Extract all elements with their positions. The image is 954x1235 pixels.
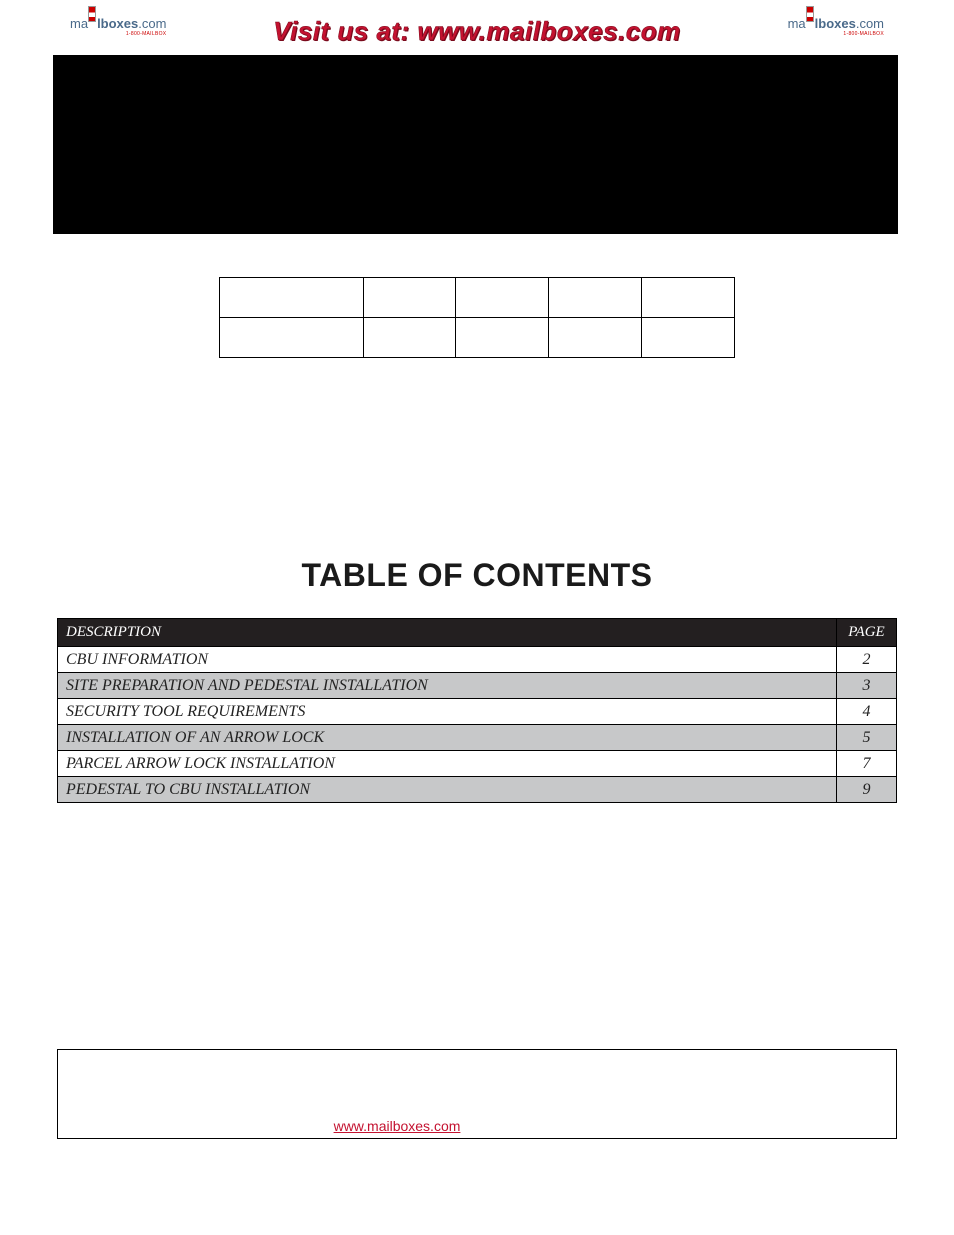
logo-text-lboxes: lboxes [97, 16, 138, 31]
logo-left: ma lboxes.com 1-800-MAILBOX [70, 12, 166, 37]
toc-table: DESCRIPTION PAGE CBU INFORMATION2SITE PR… [57, 618, 897, 803]
logo-right-mark: ma lboxes.com [788, 12, 884, 31]
logo-text-dotcom: .com [856, 16, 884, 31]
logo-text-dotcom: .com [138, 16, 166, 31]
flag-icon [88, 6, 96, 22]
toc-page-cell: 7 [837, 751, 897, 777]
toc-row: PEDESTAL TO CBU INSTALLATION9 [58, 777, 897, 803]
toc-desc-cell: CBU INFORMATION [58, 647, 837, 673]
logo-left-sub: 1-800-MAILBOX [70, 31, 166, 37]
header-banner: Visit us at: www.mailboxes.com [273, 16, 681, 47]
hero-black-block [53, 55, 898, 234]
toc-row: SECURITY TOOL REQUIREMENTS4 [58, 699, 897, 725]
toc-row: INSTALLATION OF AN ARROW LOCK5 [58, 725, 897, 751]
table-cell [456, 278, 549, 318]
table-cell [364, 318, 456, 358]
toc-title: TABLE OF CONTENTS [0, 557, 954, 594]
toc-desc-cell: INSTALLATION OF AN ARROW LOCK [58, 725, 837, 751]
logo-text-lboxes: lboxes [815, 16, 856, 31]
flag-icon [806, 6, 814, 22]
table-cell [642, 318, 735, 358]
logo-text-ma: ma [70, 16, 88, 31]
toc-page-cell: 9 [837, 777, 897, 803]
toc-desc-cell: PEDESTAL TO CBU INSTALLATION [58, 777, 837, 803]
toc-desc-cell: PARCEL ARROW LOCK INSTALLATION [58, 751, 837, 777]
table-cell [549, 278, 642, 318]
table-cell [220, 278, 364, 318]
table-cell [549, 318, 642, 358]
footer-link-wrap: www.mailboxes.com [0, 1118, 954, 1136]
toc-page-cell: 2 [837, 647, 897, 673]
toc-desc-cell: SITE PREPARATION AND PEDESTAL INSTALLATI… [58, 673, 837, 699]
toc-row: PARCEL ARROW LOCK INSTALLATION7 [58, 751, 897, 777]
table-cell [642, 278, 735, 318]
toc-page-cell: 5 [837, 725, 897, 751]
table-cell [364, 278, 456, 318]
toc-page-cell: 3 [837, 673, 897, 699]
spec-table [219, 277, 735, 358]
table-row [220, 318, 735, 358]
toc-header-row: DESCRIPTION PAGE [58, 619, 897, 647]
footer-link[interactable]: www.mailboxes.com [334, 1118, 461, 1134]
logo-text-ma: ma [788, 16, 806, 31]
logo-right: ma lboxes.com 1-800-MAILBOX [788, 12, 884, 37]
toc-row: SITE PREPARATION AND PEDESTAL INSTALLATI… [58, 673, 897, 699]
logo-left-mark: ma lboxes.com [70, 12, 166, 31]
page-header: malboxes.com 1-800-MAILBOX Visit us at: … [0, 0, 954, 55]
table-cell [220, 318, 364, 358]
toc-header-desc: DESCRIPTION [58, 619, 837, 647]
table-cell [456, 318, 549, 358]
table-row [220, 278, 735, 318]
toc-row: CBU INFORMATION2 [58, 647, 897, 673]
toc-page-cell: 4 [837, 699, 897, 725]
toc-desc-cell: SECURITY TOOL REQUIREMENTS [58, 699, 837, 725]
logo-right-sub: 1-800-MAILBOX [788, 31, 884, 37]
toc-header-page: PAGE [837, 619, 897, 647]
